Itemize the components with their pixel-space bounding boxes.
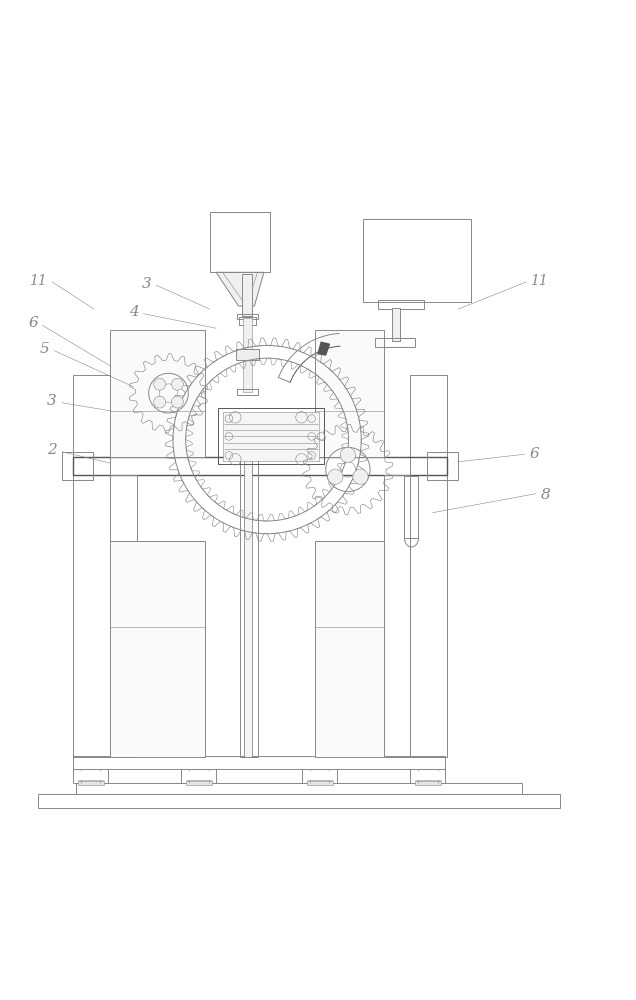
Circle shape (353, 469, 368, 484)
Bar (315, 330, 384, 457)
Bar (392, 308, 400, 341)
Bar (73, 375, 110, 757)
Bar (410, 769, 445, 783)
Text: 11: 11 (530, 274, 548, 288)
Text: 5: 5 (39, 342, 50, 356)
Bar (186, 781, 212, 785)
Circle shape (340, 447, 356, 463)
Bar (110, 541, 205, 757)
Text: 3: 3 (141, 277, 151, 291)
Bar (302, 769, 337, 783)
Bar (244, 458, 252, 757)
Circle shape (154, 396, 165, 408)
Text: 4: 4 (128, 305, 139, 319)
Polygon shape (318, 342, 329, 355)
Bar (73, 457, 447, 475)
Bar (218, 408, 324, 464)
Circle shape (172, 396, 183, 408)
Bar (110, 330, 205, 457)
Text: 6: 6 (529, 447, 539, 461)
Text: 3: 3 (47, 394, 57, 408)
Text: 2: 2 (47, 443, 57, 457)
Circle shape (154, 378, 165, 390)
Bar (415, 781, 441, 785)
Text: 8: 8 (541, 488, 551, 502)
Circle shape (172, 378, 183, 390)
Bar (76, 783, 522, 794)
Bar (243, 318, 252, 392)
Text: 6: 6 (28, 316, 38, 330)
Bar (240, 439, 258, 757)
Bar (238, 317, 256, 325)
Bar (315, 541, 384, 757)
Bar (375, 338, 415, 347)
Bar (78, 781, 104, 785)
Bar (73, 756, 445, 769)
Bar (110, 475, 137, 757)
Bar (181, 769, 216, 783)
Polygon shape (216, 272, 264, 306)
Bar (73, 769, 108, 783)
Bar (363, 219, 471, 302)
Bar (307, 781, 333, 785)
Bar (237, 314, 258, 319)
Bar (242, 274, 252, 316)
Circle shape (328, 469, 343, 484)
Bar (410, 375, 447, 757)
Bar (404, 476, 418, 538)
Bar (378, 300, 424, 309)
Bar (210, 212, 270, 272)
Bar (236, 349, 259, 360)
Text: 11: 11 (29, 274, 47, 288)
Bar (427, 452, 458, 480)
Bar (223, 412, 319, 461)
Bar (237, 389, 258, 395)
Bar (384, 475, 410, 757)
Bar (38, 794, 560, 808)
Bar (62, 452, 93, 480)
